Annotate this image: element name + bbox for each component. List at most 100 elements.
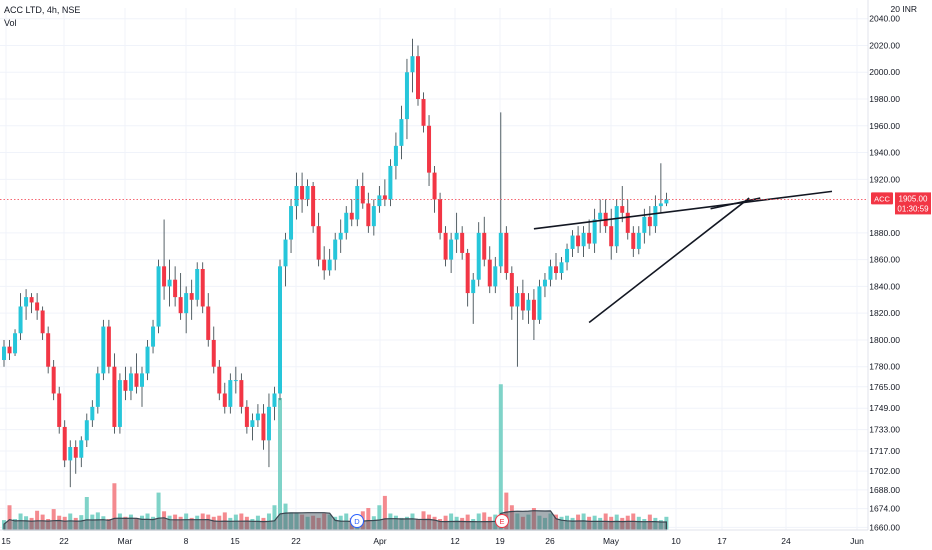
candle-body [614, 206, 619, 247]
volume-bar [84, 497, 89, 530]
price-tick-label: 1780.00 [869, 362, 900, 372]
candle-body [24, 297, 29, 307]
candle-body [382, 195, 387, 200]
candle-body [427, 125, 432, 173]
candle-body [101, 326, 106, 374]
candle-body [106, 326, 111, 367]
trendline-lower [588, 197, 750, 324]
chart-grid [0, 8, 868, 530]
dividend-marker[interactable]: D [350, 514, 364, 528]
dividend-marker-label: D [354, 517, 360, 526]
bar-countdown: 01:30:59 [897, 204, 929, 213]
candle-body [95, 373, 100, 407]
candle-body [509, 273, 514, 307]
candle-body [305, 186, 310, 200]
candle-body [40, 310, 45, 334]
candle-body [278, 266, 282, 394]
candle-body [195, 269, 200, 300]
time-tick-label: 15 [1, 536, 11, 546]
candle-body [145, 346, 150, 374]
time-tick-label: 10 [671, 536, 681, 546]
candle-body [498, 232, 503, 267]
candle-body [531, 299, 536, 320]
candle-body [117, 380, 122, 427]
candle-body [140, 373, 144, 387]
volume-bar [498, 384, 503, 530]
candle-body [559, 262, 564, 274]
candle-body [316, 226, 321, 260]
candle-body [421, 99, 426, 126]
time-tick-label: 15 [230, 536, 240, 546]
candle-body [482, 232, 487, 260]
time-tick-label: 22 [291, 536, 301, 546]
price-tick-label: 1800.00 [869, 335, 900, 345]
candle-body [504, 232, 509, 274]
candle-body [542, 279, 547, 287]
candle-body [327, 259, 332, 271]
candle-body [410, 56, 415, 73]
candle-body [151, 326, 156, 347]
candle-body [609, 226, 614, 247]
candle-body [432, 172, 437, 200]
price-tick-label: 1980.00 [869, 94, 900, 104]
trendlines[interactable] [533, 190, 833, 324]
candle-body [399, 119, 404, 146]
candle-body [112, 366, 117, 427]
candle-body [222, 393, 227, 407]
candle-body [620, 206, 625, 213]
candle-body [664, 199, 669, 204]
candle-body [300, 186, 305, 200]
time-tick-label: 17 [717, 536, 727, 546]
time-tick-label: 8 [184, 536, 189, 546]
candle-body [371, 206, 376, 227]
candle-body [35, 302, 40, 311]
candle-body [471, 279, 476, 294]
candle-body [625, 212, 630, 233]
candle-body [322, 259, 327, 271]
candle-body [537, 286, 542, 320]
symbol-title[interactable]: ACC LTD, 4h, NSE [4, 5, 81, 15]
candle-body [647, 216, 652, 227]
candle-body [311, 186, 316, 227]
candle-body [79, 440, 84, 458]
candle-body [29, 297, 34, 303]
candle-body [393, 145, 398, 166]
candle-body [438, 199, 443, 233]
candle-body [167, 279, 172, 287]
candle-body [18, 306, 23, 334]
candle-body [658, 203, 663, 207]
candle-body [13, 333, 18, 354]
chart-legend: ACC LTD, 4h, NSE Vol [4, 4, 80, 30]
candle-body [454, 232, 459, 240]
volume-bar [504, 492, 509, 530]
price-tick-label: 1688.00 [869, 485, 900, 495]
volume-bar [278, 398, 282, 530]
candle-body [250, 420, 255, 427]
candle-body [128, 373, 133, 391]
time-axis[interactable]: 15 22 Mar 8 15 22 Apr 12 19 26 May 10 17 24 Jun [1, 536, 864, 546]
price-tick-label: 1820.00 [869, 308, 900, 318]
candle-body [266, 406, 271, 441]
time-tick-label: 26 [545, 536, 555, 546]
candle-body [443, 232, 448, 260]
candle-body [228, 380, 233, 407]
candle-body [355, 186, 360, 220]
earnings-marker[interactable]: E [495, 514, 509, 528]
price-tick-label: 1733.00 [869, 425, 900, 435]
time-tick-label: Mar [118, 536, 133, 546]
candle-body [255, 413, 260, 421]
candle-body [642, 216, 647, 233]
candle-body [134, 373, 139, 387]
volume-bar [366, 508, 371, 530]
candlestick-series [2, 38, 669, 488]
candle-body [548, 266, 553, 280]
price-tick-label: 2020.00 [869, 40, 900, 50]
volume-legend[interactable]: Vol [4, 18, 17, 28]
candle-body [217, 366, 222, 394]
last-price-box [895, 192, 931, 215]
candle-body [90, 406, 95, 421]
candle-body [360, 186, 365, 204]
price-axis[interactable]: 2040.00 2020.00 2000.00 1980.00 1960.00 1940.… [869, 4, 917, 532]
price-tick-label: 1765.00 [869, 382, 900, 392]
